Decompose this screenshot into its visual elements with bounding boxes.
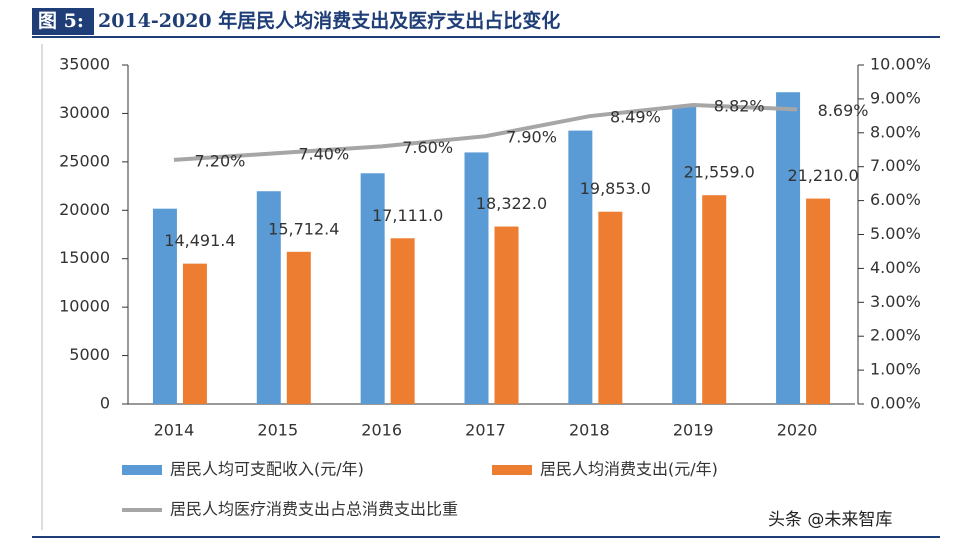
bar — [390, 238, 415, 404]
legend-label: 居民人均医疗消费支出占总消费支出比重 — [170, 500, 458, 519]
bar — [568, 130, 593, 404]
x-tick-label: 2016 — [361, 421, 402, 440]
bar — [702, 195, 727, 404]
y2-tick-label: 5.00% — [870, 224, 921, 243]
legend-swatch — [122, 465, 162, 475]
bar — [672, 106, 697, 404]
y-tick-label: 35000 — [59, 55, 110, 74]
bar — [286, 251, 311, 404]
y2-tick-label: 8.00% — [870, 122, 921, 141]
y2-tick-label: 9.00% — [870, 88, 921, 107]
chart-title: 2014-2020 年居民人均消费支出及医疗支出占比变化 — [98, 9, 560, 32]
x-tick-label: 2020 — [777, 421, 818, 440]
data-label: 7.40% — [298, 145, 349, 164]
y2-tick-label: 3.00% — [870, 292, 921, 311]
y2-tick-label: 2.00% — [870, 326, 921, 345]
y2-tick-label: 4.00% — [870, 258, 921, 277]
y-tick-label: 30000 — [59, 103, 110, 122]
data-label: 8.82% — [714, 97, 765, 116]
data-label: 14,491.4 — [164, 231, 235, 250]
data-label: 7.60% — [402, 138, 453, 157]
bar — [598, 211, 623, 404]
data-label: 17,111.0 — [372, 206, 443, 225]
bar — [776, 92, 801, 405]
x-tick-label: 2019 — [673, 421, 714, 440]
y-tick-label: 25000 — [59, 151, 110, 170]
x-tick-label: 2015 — [257, 421, 298, 440]
y2-tick-label: 1.00% — [870, 360, 921, 379]
figure-label: 图 5: — [38, 10, 84, 32]
legend-label: 居民人均消费支出(元/年) — [540, 460, 718, 479]
figure-label-box — [32, 8, 94, 35]
y2-tick-label: 6.00% — [870, 190, 921, 209]
data-label: 8.49% — [610, 108, 661, 127]
bar — [360, 173, 385, 404]
bar — [256, 191, 281, 404]
data-label: 19,853.0 — [580, 179, 651, 198]
data-label: 7.20% — [195, 151, 246, 170]
data-label: 7.90% — [506, 128, 557, 147]
data-label: 18,322.0 — [476, 194, 547, 213]
bar — [182, 263, 207, 404]
line — [173, 102, 798, 162]
bar — [152, 208, 177, 404]
legend-label: 居民人均可支配收入(元/年) — [170, 460, 364, 479]
y2-tick-label: 0.00% — [870, 394, 921, 413]
data-label: 21,559.0 — [684, 163, 755, 182]
y2-tick-label: 10.00% — [870, 55, 931, 74]
data-label: 15,712.4 — [268, 219, 339, 238]
y-tick-label: 0 — [100, 394, 110, 413]
data-label: 21,210.0 — [787, 166, 858, 185]
legend-swatch — [492, 465, 532, 475]
y2-tick-label: 7.00% — [870, 156, 921, 175]
y-tick-label: 10000 — [59, 297, 110, 316]
x-tick-label: 2017 — [465, 421, 506, 440]
x-tick-label: 2018 — [569, 421, 610, 440]
y-tick-label: 15000 — [59, 248, 110, 267]
y-tick-label: 20000 — [59, 200, 110, 219]
watermark: 头条 @未来智库 — [768, 510, 892, 530]
bar — [464, 152, 489, 404]
bar — [494, 226, 519, 404]
y-tick-label: 5000 — [69, 345, 110, 364]
bar — [806, 198, 831, 404]
data-label: 8.69% — [818, 101, 869, 120]
x-tick-label: 2014 — [154, 421, 195, 440]
